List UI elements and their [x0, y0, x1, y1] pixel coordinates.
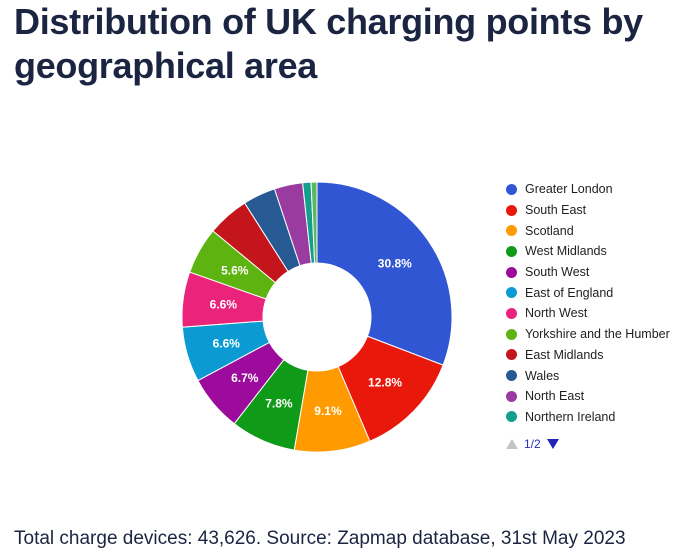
slice-data-label: 6.6%: [210, 298, 238, 312]
legend-label: East of England: [525, 285, 614, 300]
legend-item[interactable]: Yorkshire and the Humber: [506, 324, 670, 345]
legend-label: West Midlands: [525, 244, 607, 259]
legend-label: North West: [525, 306, 588, 321]
legend-label: Greater London: [525, 182, 613, 197]
triangle-down-icon[interactable]: [546, 439, 559, 449]
legend-label: South East: [525, 203, 587, 218]
legend-marker: [506, 411, 517, 423]
legend-marker: [506, 245, 517, 257]
legend-marker: [506, 370, 517, 382]
slice-data-label: 6.6%: [213, 336, 241, 350]
legend-item[interactable]: West Midlands: [506, 241, 670, 262]
slice-data-label: 5.6%: [221, 263, 249, 277]
legend-page-indicator: 1/2: [524, 437, 541, 451]
legend-label: Northern Ireland: [525, 409, 616, 424]
donut-chart: 30.8% 12.8% 9.1% 7.8% 6.7% 6.6% 6.6% 5.6%: [181, 181, 453, 453]
legend-marker: [506, 225, 517, 237]
legend-marker: [506, 266, 517, 278]
legend-item[interactable]: South West: [506, 262, 670, 283]
legend-item[interactable]: Scotland: [506, 220, 670, 241]
legend-item[interactable]: South East: [506, 200, 670, 221]
legend-label: South West: [525, 265, 590, 280]
legend-label: Wales: [525, 368, 560, 383]
legend-label: Yorkshire and the Humber: [525, 327, 670, 342]
legend-label: Scotland: [525, 223, 574, 238]
legend-item[interactable]: East of England: [506, 282, 670, 303]
legend-item[interactable]: Greater London: [506, 179, 670, 200]
legend-item[interactable]: North West: [506, 303, 670, 324]
legend-marker: [506, 204, 517, 216]
source-note: Total charge devices: 43,626. Source: Za…: [14, 528, 626, 549]
legend-label: East Midlands: [525, 347, 604, 362]
triangle-up-icon: [506, 439, 518, 449]
donut-slice-other-12[interactable]: [310, 181, 318, 264]
legend-marker: [506, 183, 517, 195]
slice-data-label: 12.8%: [368, 376, 402, 390]
donut-slice-greater-london[interactable]: [316, 181, 453, 366]
legend-pager: 1/2: [506, 437, 559, 451]
legend-marker: [506, 328, 517, 340]
slice-data-label: 6.7%: [231, 371, 259, 385]
legend-marker: [506, 390, 517, 402]
legend-marker: [506, 349, 517, 361]
chart-title: Distribution of UK charging points by ge…: [14, 1, 643, 86]
slice-data-label: 7.8%: [265, 396, 293, 410]
legend-label: North East: [525, 389, 585, 404]
legend-item[interactable]: Wales: [506, 365, 670, 386]
legend-item[interactable]: Northern Ireland: [506, 407, 670, 428]
legend-item[interactable]: North East: [506, 386, 670, 407]
legend-marker: [506, 307, 517, 319]
slice-data-label: 30.8%: [378, 256, 412, 270]
slice-data-label: 9.1%: [314, 404, 342, 418]
chart-legend: Greater London South East Scotland West Mid…: [506, 179, 670, 427]
legend-item[interactable]: East Midlands: [506, 345, 670, 366]
legend-marker: [506, 287, 517, 299]
